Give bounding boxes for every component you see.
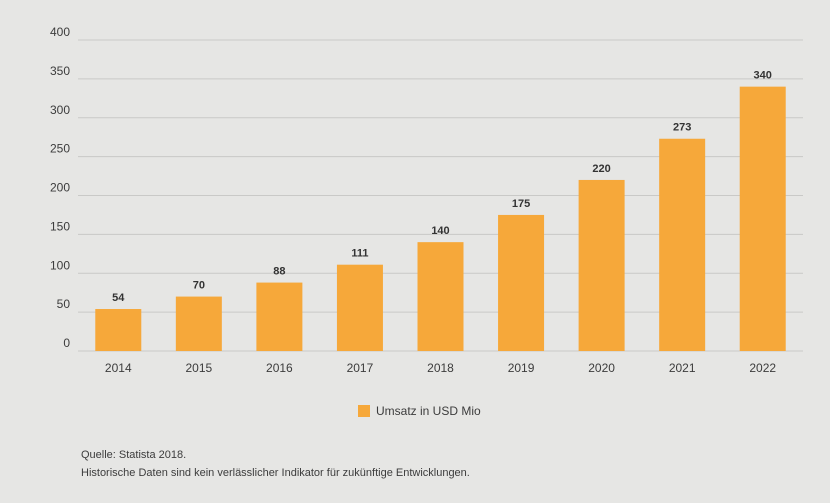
data-label: 54 xyxy=(112,292,125,304)
bar xyxy=(498,214,545,351)
data-label: 88 xyxy=(273,266,285,278)
disclaimer-note: Historische Daten sind kein verlässliche… xyxy=(81,467,470,479)
y-tick-label: 350 xyxy=(50,64,70,78)
data-label: 175 xyxy=(512,198,530,210)
bar xyxy=(336,264,383,351)
bar xyxy=(578,179,625,351)
y-tick-label: 250 xyxy=(50,142,70,156)
data-label: 70 xyxy=(193,280,205,292)
y-tick-label: 400 xyxy=(50,25,70,39)
bar xyxy=(417,242,464,351)
data-label: 340 xyxy=(754,70,772,82)
y-tick-label: 100 xyxy=(50,258,70,272)
bar xyxy=(659,138,706,351)
x-tick-label: 2016 xyxy=(266,361,293,375)
x-tick-label: 2019 xyxy=(508,361,535,375)
data-label: 140 xyxy=(431,225,449,237)
legend-swatch xyxy=(358,405,370,417)
y-tick-label: 200 xyxy=(50,181,70,195)
bar xyxy=(95,309,142,351)
data-label: 111 xyxy=(351,248,368,260)
bar xyxy=(175,296,222,351)
footer: Quelle: Statista 2018. Historische Daten… xyxy=(81,446,470,482)
x-tick-label: 2018 xyxy=(427,361,454,375)
x-tick-label: 2021 xyxy=(669,361,696,375)
y-tick-label: 0 xyxy=(63,336,70,350)
data-label: 220 xyxy=(592,163,610,175)
y-tick-label: 50 xyxy=(57,297,71,311)
source-note: Quelle: Statista 2018. xyxy=(81,449,187,461)
data-label: 273 xyxy=(673,122,691,134)
bar xyxy=(739,86,786,352)
x-tick-label: 2022 xyxy=(749,361,776,375)
y-tick-label: 300 xyxy=(50,103,70,117)
bar xyxy=(256,282,303,351)
legend-label: Umsatz in USD Mio xyxy=(376,404,481,418)
x-tick-label: 2015 xyxy=(185,361,212,375)
x-tick-label: 2014 xyxy=(105,361,132,375)
x-tick-label: 2020 xyxy=(588,361,615,375)
x-tick-label: 2017 xyxy=(347,361,374,375)
y-tick-label: 150 xyxy=(50,219,70,233)
legend: Umsatz in USD Mio xyxy=(358,404,481,418)
